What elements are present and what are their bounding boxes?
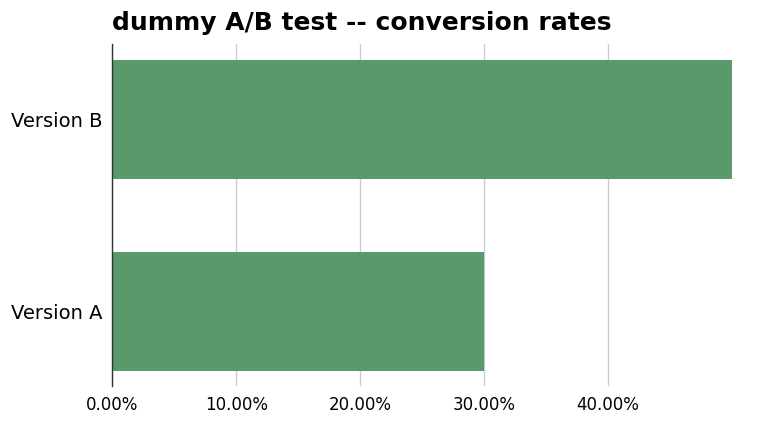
Bar [112, 252, 484, 371]
Text: dummy A/B test -- conversion rates: dummy A/B test -- conversion rates [112, 11, 612, 35]
Bar [112, 60, 732, 178]
